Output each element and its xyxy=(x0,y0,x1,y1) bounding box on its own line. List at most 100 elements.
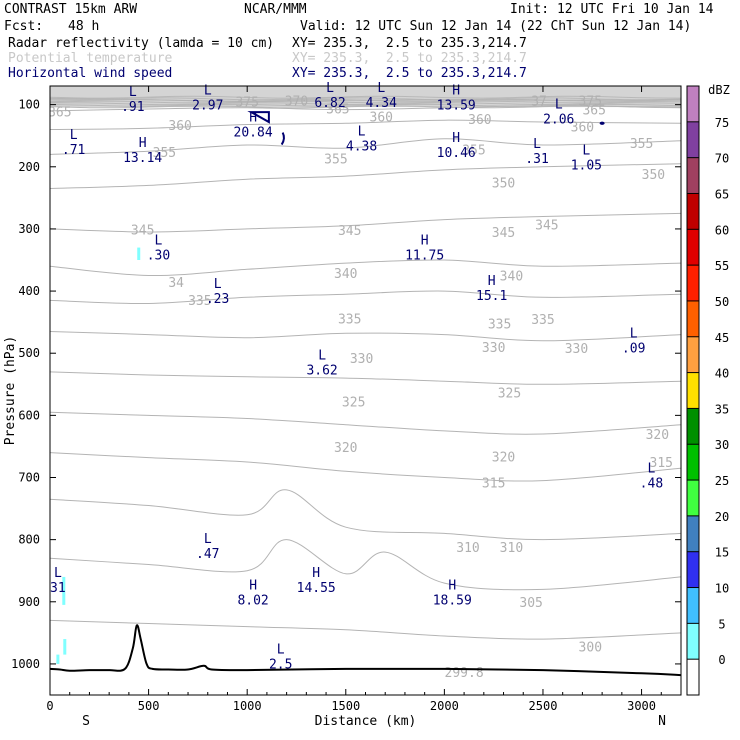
theta-label: 365 xyxy=(48,105,71,120)
wind-contour-feature xyxy=(280,132,285,146)
theta-label: 360 xyxy=(571,120,594,135)
theta-band-line xyxy=(50,103,681,107)
theta-band-line xyxy=(50,97,681,101)
theta-label: 365 xyxy=(582,104,605,119)
y-axis-title: Pressure (hPa) xyxy=(3,336,18,446)
wind-extremum-value: 14.55 xyxy=(297,581,336,596)
wind-extremum-marker: L xyxy=(214,277,222,292)
theta-label: 325 xyxy=(342,396,365,411)
colorbar-label: 20 xyxy=(715,510,729,524)
theta-label: 345 xyxy=(492,226,515,241)
colorbar-label: 0 xyxy=(718,653,725,667)
theta-label: 315 xyxy=(482,476,505,491)
wind-extremum-marker: L xyxy=(54,566,62,581)
colorbar-swatch xyxy=(687,121,699,158)
terrain-line xyxy=(50,624,681,677)
theta-contour-340 xyxy=(50,259,681,277)
wind-extremum-marker: H xyxy=(249,110,257,125)
colorbar-swatch xyxy=(687,444,699,481)
theta-contour-315 xyxy=(50,452,681,482)
theta-label: 310 xyxy=(456,541,479,556)
wind-extremum-marker: L xyxy=(648,462,656,477)
y-tick-label: 600 xyxy=(18,408,40,422)
axes: 0 500 1000 1500 2000 2500 3000 100 200 300 400 500 6… xyxy=(3,85,682,729)
fcst-value: 48 h xyxy=(68,19,100,34)
theta-contour-360 xyxy=(50,119,681,130)
colorbar-title: dBZ xyxy=(708,83,730,97)
colorbar-label: 30 xyxy=(715,438,729,452)
colorbar-swatch xyxy=(687,336,699,373)
theta-label: 375 xyxy=(235,96,258,111)
wind-extremum-marker: H xyxy=(448,578,456,593)
theta-contour-335 xyxy=(50,290,681,305)
x-tick-label: 2000 xyxy=(430,699,459,713)
theta-band-line xyxy=(50,100,681,104)
wind-extremum-marker: H xyxy=(452,84,460,99)
model-title: CONTRAST 15km ARW xyxy=(4,2,138,17)
wind-extremum-value: 8.02 xyxy=(237,593,268,608)
wind-contour-feature xyxy=(599,121,605,125)
reflectivity-cell xyxy=(56,654,60,664)
colorbar-swatch xyxy=(687,515,699,552)
theta-label: 300 xyxy=(579,641,602,656)
theta-contour-350 xyxy=(50,163,681,189)
theta-contour-365 xyxy=(50,105,681,112)
theta-band-line xyxy=(50,102,681,106)
wind-extremum-value: 4.38 xyxy=(346,140,377,155)
theta-label: 355 xyxy=(630,137,653,152)
theta-label: 315 xyxy=(650,456,673,471)
wind-extremum-marker: L xyxy=(630,327,638,342)
wind-extremum-marker: L xyxy=(129,85,137,100)
wind-extremum-marker: L xyxy=(533,137,541,152)
theta-label: 350 xyxy=(492,176,515,191)
wind-extremum-marker: H xyxy=(452,131,460,146)
colorbar-label: 45 xyxy=(715,331,729,345)
theta-label: 37 xyxy=(531,94,547,109)
theta-label: 330 xyxy=(482,341,505,356)
wind-extremum-marker: L xyxy=(377,81,385,96)
reflectivity-cell xyxy=(137,247,141,260)
theta-label: 325 xyxy=(498,386,521,401)
y-tick-label: 500 xyxy=(18,346,40,360)
theta-label: 345 xyxy=(338,224,361,239)
wind-extremum-value: 13.14 xyxy=(123,151,162,166)
theta-label: 300 xyxy=(107,701,130,716)
theta-contour-375 xyxy=(50,97,681,103)
wind-extremum-value: .47 xyxy=(196,547,219,562)
fcst-label: Fcst: xyxy=(4,19,44,34)
wind-extremum-marker: L xyxy=(204,532,212,547)
theta-label: 330 xyxy=(565,342,588,357)
wind-extremum-marker: H xyxy=(421,233,429,248)
colorbar-label: 65 xyxy=(715,187,729,201)
x-tick-label: 3000 xyxy=(627,699,656,713)
endpoint-left-label: S xyxy=(82,714,90,729)
colorbar-swatch xyxy=(687,587,699,624)
wind-extremum-value: .71 xyxy=(62,143,85,158)
theta-contour-345 xyxy=(50,212,681,233)
wind-extremum-value: 4.34 xyxy=(366,96,397,111)
wind-extremum-value: 18.59 xyxy=(433,593,472,608)
theta-contour-330 xyxy=(50,331,681,342)
wind-extremum-value: 20.84 xyxy=(234,125,273,140)
x-tick-label: 1000 xyxy=(233,699,262,713)
colorbar-label: 15 xyxy=(715,546,729,560)
theta-label: 355 xyxy=(324,153,347,168)
wind-extremum-value: .91 xyxy=(121,100,144,115)
wind-extremum-marker: H xyxy=(312,566,320,581)
colorbar-swatch xyxy=(687,551,699,588)
wind-extremum-value: 6.82 xyxy=(314,96,345,111)
colorbar-swatch xyxy=(687,659,699,695)
theta-label: 320 xyxy=(334,441,357,456)
field-theta: Potential temperature xyxy=(8,51,173,66)
colorbar-swatch xyxy=(687,86,699,122)
theta-contour-325 xyxy=(50,371,681,385)
wind-extremum-value: 10.46 xyxy=(437,146,476,161)
colorbar-label: 70 xyxy=(715,152,729,166)
colorbar-label: 35 xyxy=(715,402,729,416)
colorbar-label: 5 xyxy=(718,617,725,631)
colorbar-label: 25 xyxy=(715,474,729,488)
theta-label: 320 xyxy=(492,450,515,465)
y-tick-label: 700 xyxy=(18,471,40,485)
theta-contour-300 xyxy=(50,619,681,640)
terrain xyxy=(50,624,681,677)
